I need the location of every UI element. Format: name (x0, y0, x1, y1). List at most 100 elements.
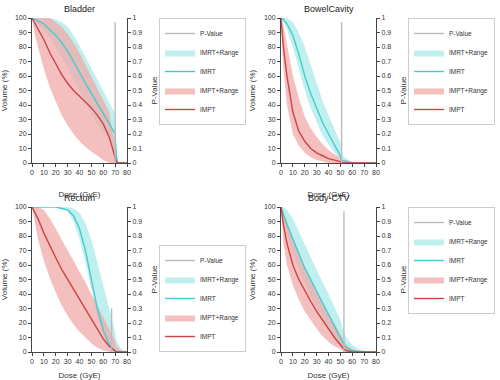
svg-text:70: 70 (360, 358, 368, 365)
svg-text:0: 0 (381, 159, 385, 166)
svg-text:0.2: 0.2 (132, 130, 142, 137)
svg-text:P-Value: P-Value (399, 265, 408, 293)
svg-text:40: 40 (268, 101, 276, 108)
svg-text:0.5: 0.5 (132, 276, 142, 283)
svg-text:IMPT: IMPT (449, 295, 465, 302)
svg-text:80: 80 (268, 232, 276, 239)
svg-text:IMRT: IMRT (200, 295, 216, 302)
svg-text:50: 50 (268, 87, 276, 94)
svg-text:80: 80 (372, 358, 380, 365)
svg-text:20: 20 (19, 130, 27, 137)
svg-text:100: 100 (264, 14, 276, 21)
svg-text:IMPT: IMPT (200, 333, 216, 340)
svg-text:0.3: 0.3 (132, 305, 142, 312)
svg-text:0: 0 (23, 159, 27, 166)
svg-text:Dose (GyE): Dose (GyE) (308, 190, 350, 199)
svg-text:60: 60 (99, 358, 107, 365)
svg-text:40: 40 (76, 358, 84, 365)
svg-text:0.8: 0.8 (381, 43, 391, 50)
svg-text:0.6: 0.6 (381, 72, 391, 79)
svg-text:40: 40 (325, 358, 333, 365)
svg-text:50: 50 (19, 276, 27, 283)
svg-text:0.1: 0.1 (132, 334, 142, 341)
svg-text:10: 10 (40, 169, 48, 176)
svg-text:30: 30 (64, 169, 72, 176)
svg-text:P-Value: P-Value (399, 76, 408, 104)
svg-text:20: 20 (268, 319, 276, 326)
svg-text:P-Value: P-Value (449, 30, 472, 37)
svg-text:0.5: 0.5 (381, 87, 391, 94)
svg-text:30: 30 (268, 305, 276, 312)
svg-text:40: 40 (268, 290, 276, 297)
svg-text:IMRT+Range: IMRT+Range (449, 238, 488, 246)
svg-text:0: 0 (30, 169, 34, 176)
svg-text:0.6: 0.6 (381, 261, 391, 268)
svg-text:10: 10 (268, 334, 276, 341)
svg-text:0: 0 (23, 348, 27, 355)
svg-text:0.7: 0.7 (132, 247, 142, 254)
svg-text:0.6: 0.6 (132, 261, 142, 268)
svg-text:Volume (%): Volume (%) (0, 258, 9, 300)
svg-text:0.7: 0.7 (132, 58, 142, 65)
svg-text:0.4: 0.4 (381, 101, 391, 108)
svg-text:Dose (GyE): Dose (GyE) (59, 190, 101, 199)
svg-text:1: 1 (132, 203, 136, 210)
svg-text:IMRT: IMRT (449, 68, 465, 75)
svg-text:0.2: 0.2 (381, 319, 391, 326)
svg-text:70: 70 (19, 247, 27, 254)
svg-text:0.8: 0.8 (132, 232, 142, 239)
svg-text:80: 80 (19, 232, 27, 239)
svg-text:0: 0 (272, 159, 276, 166)
svg-text:0.4: 0.4 (132, 101, 142, 108)
svg-text:90: 90 (19, 29, 27, 36)
svg-text:60: 60 (348, 358, 356, 365)
svg-text:100: 100 (15, 203, 27, 210)
svg-text:0: 0 (272, 348, 276, 355)
svg-text:P-Value: P-Value (449, 219, 472, 226)
svg-text:0.7: 0.7 (381, 247, 391, 254)
svg-text:IMRT: IMRT (200, 68, 216, 75)
svg-text:70: 70 (19, 58, 27, 65)
svg-text:Volume (%): Volume (%) (0, 69, 9, 111)
svg-text:40: 40 (19, 290, 27, 297)
svg-text:Volume (%): Volume (%) (248, 258, 257, 300)
svg-text:60: 60 (19, 72, 27, 79)
svg-text:IMRT+Range: IMRT+Range (449, 49, 488, 57)
svg-text:0.6: 0.6 (132, 72, 142, 79)
svg-text:30: 30 (268, 116, 276, 123)
svg-text:80: 80 (123, 358, 131, 365)
svg-text:20: 20 (52, 169, 60, 176)
svg-text:10: 10 (40, 358, 48, 365)
svg-text:80: 80 (268, 43, 276, 50)
svg-text:20: 20 (52, 358, 60, 365)
svg-text:10: 10 (289, 358, 297, 365)
svg-text:10: 10 (19, 334, 27, 341)
svg-text:20: 20 (19, 319, 27, 326)
svg-text:1: 1 (132, 14, 136, 21)
svg-text:20: 20 (268, 130, 276, 137)
svg-text:30: 30 (19, 305, 27, 312)
svg-text:IMRT+Range: IMRT+Range (200, 276, 239, 284)
svg-text:IMPT+Range: IMPT+Range (449, 87, 488, 95)
svg-text:0.3: 0.3 (381, 116, 391, 123)
svg-text:P-Value: P-Value (150, 265, 159, 293)
svg-text:30: 30 (19, 116, 27, 123)
svg-text:1: 1 (381, 14, 385, 21)
svg-text:0.5: 0.5 (381, 276, 391, 283)
svg-text:30: 30 (313, 169, 321, 176)
svg-text:P-Value: P-Value (150, 76, 159, 104)
svg-text:P-Value: P-Value (200, 257, 223, 264)
svg-text:Dose (GyE): Dose (GyE) (59, 371, 101, 380)
svg-text:50: 50 (268, 276, 276, 283)
svg-text:80: 80 (19, 43, 27, 50)
svg-text:1: 1 (381, 203, 385, 210)
svg-text:0: 0 (279, 169, 283, 176)
svg-text:0: 0 (132, 159, 136, 166)
svg-text:100: 100 (15, 14, 27, 21)
svg-text:0: 0 (381, 348, 385, 355)
svg-text:0.3: 0.3 (132, 116, 142, 123)
svg-text:90: 90 (19, 218, 27, 225)
svg-text:BowelCavity: BowelCavity (304, 4, 354, 14)
svg-text:20: 20 (301, 169, 309, 176)
svg-text:20: 20 (301, 358, 309, 365)
